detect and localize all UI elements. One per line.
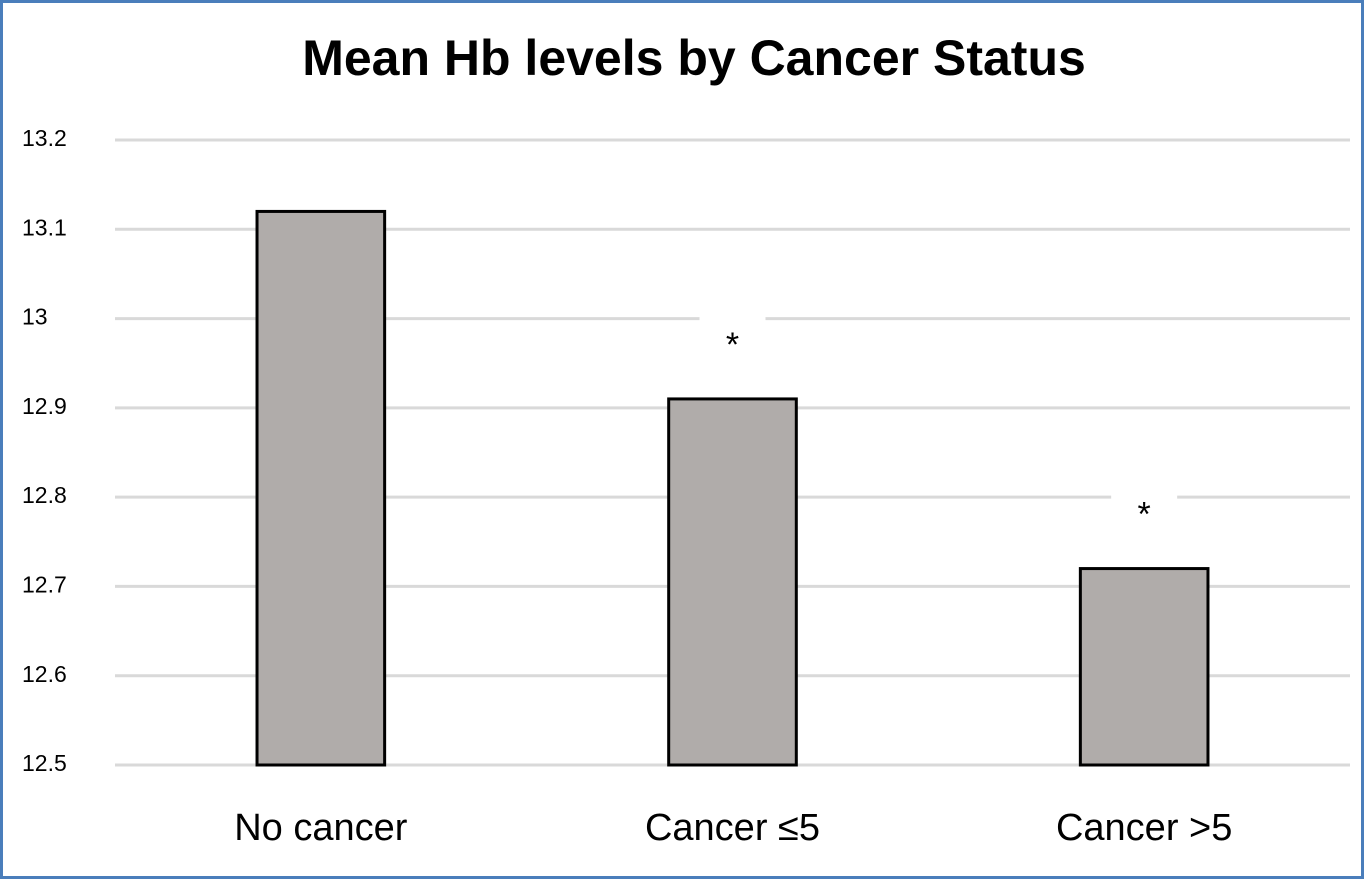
y-tick-label: 12.8 bbox=[22, 482, 67, 508]
annotation-background bbox=[1111, 484, 1178, 533]
annotation-background bbox=[699, 314, 766, 363]
y-tick-label: 12.9 bbox=[22, 393, 67, 419]
bar bbox=[255, 209, 387, 767]
y-tick-label: 13.2 bbox=[22, 125, 67, 151]
x-tick-label: No cancer bbox=[234, 807, 408, 849]
annotation: * bbox=[726, 326, 739, 364]
bar bbox=[667, 397, 798, 767]
y-tick-label: 12.6 bbox=[22, 661, 67, 687]
x-tick-label: Cancer >5 bbox=[1056, 807, 1232, 849]
x-tick-label: Cancer ≤5 bbox=[645, 807, 820, 849]
y-tick-label: 12.7 bbox=[22, 572, 67, 598]
y-tick-label: 12.5 bbox=[22, 750, 67, 776]
chart-title: Mean Hb levels by Cancer Status bbox=[302, 30, 1086, 86]
y-tick-label: 13.1 bbox=[22, 214, 67, 240]
annotation: * bbox=[1138, 496, 1151, 534]
bar bbox=[1078, 567, 1210, 767]
y-tick-label: 13 bbox=[22, 304, 48, 330]
